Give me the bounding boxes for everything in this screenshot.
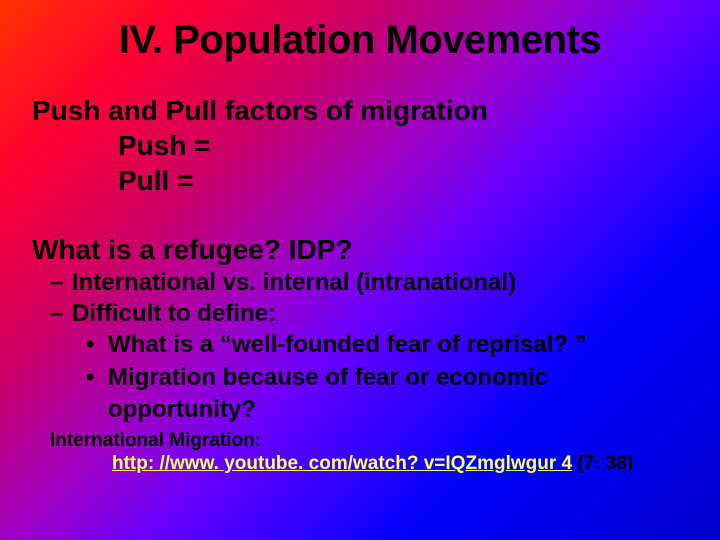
subpoint-international-internal: – International vs. internal (intranatio… xyxy=(32,267,700,298)
bullet-well-founded-fear: • What is a “well-founded fear of repris… xyxy=(32,329,700,361)
dash-icon: – xyxy=(50,298,72,329)
spacer xyxy=(32,198,700,232)
slide-body: Push and Pull factors of migration Push … xyxy=(20,93,700,476)
slide-title: IV. Population Movements xyxy=(20,18,700,63)
footer-label: International Migration: xyxy=(50,429,700,453)
line-push-pull-factors: Push and Pull factors of migration xyxy=(32,93,700,128)
bullet-text: What is a “well-founded fear of reprisal… xyxy=(108,329,587,361)
footer-link-row: http: //www. youtube. com/watch? v=IQZmg… xyxy=(50,452,700,476)
bullet-icon: • xyxy=(86,362,108,394)
footer-block: International Migration: http: //www. yo… xyxy=(32,429,700,477)
line-pull-equals: Pull = xyxy=(32,163,700,198)
subpoint-difficult-define: – Difficult to define: xyxy=(32,298,700,329)
line-push-equals: Push = xyxy=(32,128,700,163)
slide: IV. Population Movements Push and Pull f… xyxy=(0,0,720,540)
dash-icon: – xyxy=(50,267,72,298)
line-refugee-idp: What is a refugee? IDP? xyxy=(32,232,700,267)
subpoint-text: International vs. internal (intranationa… xyxy=(72,267,516,298)
youtube-link[interactable]: http: //www. youtube. com/watch? v=IQZmg… xyxy=(112,453,572,474)
bullet-text: Migration because of fear or economic op… xyxy=(108,362,700,427)
subpoint-text: Difficult to define: xyxy=(72,298,276,329)
bullet-fear-economic: • Migration because of fear or economic … xyxy=(32,362,700,427)
bullet-icon: • xyxy=(86,329,108,361)
duration-text: (7: 38) xyxy=(572,453,633,474)
